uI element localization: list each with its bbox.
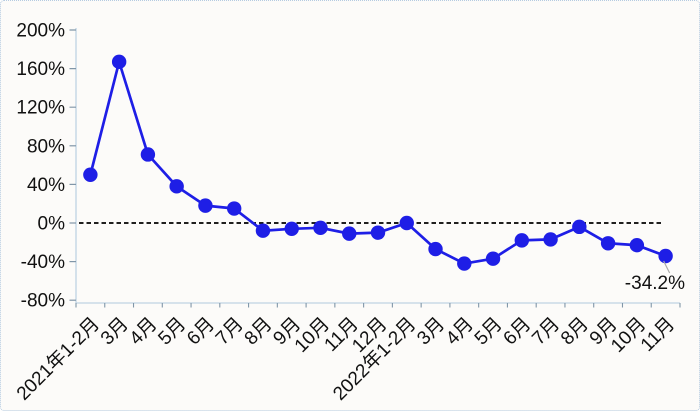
- x-axis-label: 2021年1-2月: [12, 313, 104, 405]
- data-point-marker: [514, 233, 530, 248]
- annotation-leader-line: [663, 260, 671, 274]
- x-axis-label: 7月: [212, 314, 248, 350]
- x-axis-label: 3月: [97, 314, 133, 350]
- data-point-marker: [140, 147, 156, 162]
- data-point-marker: [428, 241, 443, 257]
- data-point-marker: [342, 226, 357, 241]
- data-point-marker: [198, 198, 213, 213]
- y-axis-label: 160%: [16, 59, 65, 80]
- x-axis-label: 11月: [637, 314, 679, 356]
- y-axis-label: 40%: [27, 175, 65, 196]
- y-axis-label: 80%: [27, 136, 65, 157]
- data-point-marker: [600, 236, 616, 251]
- data-point-marker: [284, 221, 299, 236]
- x-axis-label: 4月: [442, 314, 478, 350]
- x-axis-label: 8月: [557, 314, 593, 350]
- y-axis-label: 200%: [16, 21, 65, 42]
- y-axis-label: 0%: [38, 214, 66, 235]
- y-axis-label: -40%: [21, 252, 65, 273]
- data-point-marker: [313, 220, 328, 236]
- axes: [69, 28, 681, 308]
- x-axis-label: 8月: [241, 314, 277, 350]
- data-point-marker: [83, 167, 98, 182]
- x-axis-label: 5月: [154, 314, 190, 350]
- x-axis-label: 4月: [126, 314, 162, 350]
- data-point-marker: [485, 251, 501, 266]
- data-point-marker: [399, 215, 414, 231]
- y-axis-label: -80%: [21, 291, 65, 312]
- data-point-marker: [457, 256, 472, 271]
- data-point-marker: [629, 237, 645, 253]
- data-point-marker: [255, 223, 271, 238]
- data-point-marker: [111, 54, 127, 70]
- x-axis-label: 6月: [500, 314, 536, 350]
- data-point-marker: [658, 248, 673, 264]
- data-point-marker: [543, 232, 558, 247]
- data-point-marker: [226, 201, 242, 216]
- annotation-last-value: -34.2%: [625, 273, 685, 294]
- axis-labels: 200%160%120%80%40%0%-40%-80%2021年1-2月3月4…: [12, 21, 679, 405]
- x-axis-label: 5月: [471, 314, 507, 350]
- data-point-marker: [169, 179, 184, 194]
- y-axis-label: 120%: [16, 98, 65, 119]
- x-axis-label: 7月: [528, 314, 564, 350]
- x-axis-label: 6月: [183, 314, 219, 350]
- data-series: [83, 54, 673, 271]
- x-axis-label: 3月: [413, 314, 449, 350]
- data-point-marker: [370, 225, 386, 240]
- data-point-marker: [572, 219, 587, 235]
